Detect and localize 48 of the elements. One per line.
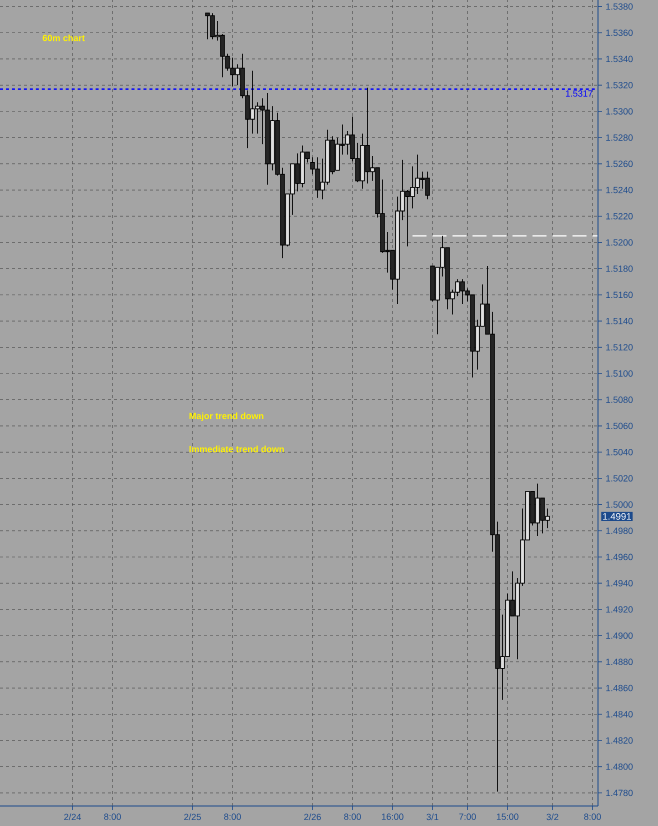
x-tick-label: 2/26 xyxy=(304,814,321,820)
y-tick-label: 1.5380 xyxy=(606,3,633,10)
x-tick-label: 3/1 xyxy=(426,814,438,820)
x-tick-label: 8:00 xyxy=(344,814,361,820)
y-tick-label: 1.5160 xyxy=(606,292,633,298)
y-tick-label: 1.5360 xyxy=(606,30,633,36)
y-tick-label: 1.4920 xyxy=(606,606,633,613)
y-tick-label: 1.5120 xyxy=(606,344,633,350)
y-tick-label: 1.5260 xyxy=(606,160,633,167)
x-tick-label: 8:00 xyxy=(104,814,121,820)
y-tick-label: 1.5320 xyxy=(606,82,633,88)
annotation: Immediate trend down xyxy=(190,446,284,452)
x-tick-label: 2/25 xyxy=(184,814,201,820)
y-tick-label: 1.4820 xyxy=(606,737,633,744)
x-tick-label: 16:00 xyxy=(382,814,404,820)
y-tick-label: 1.5180 xyxy=(606,265,633,272)
x-tick-label: 8:00 xyxy=(584,814,601,820)
y-tick-label: 1.5060 xyxy=(606,422,633,430)
x-tick-label: 2/24 xyxy=(64,814,81,820)
y-tick-label: 1.5200 xyxy=(606,239,633,246)
y-tick-label: 1.5300 xyxy=(606,108,633,115)
y-tick-label: 1.4840 xyxy=(606,711,633,718)
x-tick-label: 7:00 xyxy=(459,814,476,820)
annotation: Major trend down xyxy=(190,412,264,421)
y-tick-label: 1.4860 xyxy=(606,684,633,692)
y-tick-label: 1.4960 xyxy=(606,554,633,560)
y-tick-label: 1.5340 xyxy=(606,56,633,62)
y-tick-label: 1.4880 xyxy=(606,658,633,666)
y-tick-label: 1.4940 xyxy=(606,580,633,586)
y-tick-label: 1.4900 xyxy=(606,632,633,639)
y-tick-label: 1.5080 xyxy=(606,396,633,403)
y-tick-label: 1.5000 xyxy=(606,501,633,508)
y-tick-label: 1.4980 xyxy=(606,528,633,534)
y-tick-label: 1.4780 xyxy=(606,790,633,796)
x-tick-label: 15:00 xyxy=(496,814,518,820)
ref-line-label: 1.5317 xyxy=(566,90,592,97)
y-tick-label: 1.5240 xyxy=(606,186,633,194)
y-tick-label: 1.5220 xyxy=(606,213,633,220)
y-tick-label: 1.5140 xyxy=(606,318,633,324)
y-tick-label: 1.5040 xyxy=(606,448,633,456)
y-tick-label: 1.5280 xyxy=(606,134,633,141)
x-tick-label: 3/2 xyxy=(546,814,558,820)
y-tick-label: 1.5020 xyxy=(606,475,633,482)
y-tick-label: 1.4800 xyxy=(606,764,633,770)
x-tick-label: 8:00 xyxy=(224,814,241,820)
text: 1.4991 xyxy=(603,513,631,520)
y-tick-label: 1.5100 xyxy=(606,370,633,377)
annotation: 60m chart xyxy=(42,34,85,42)
